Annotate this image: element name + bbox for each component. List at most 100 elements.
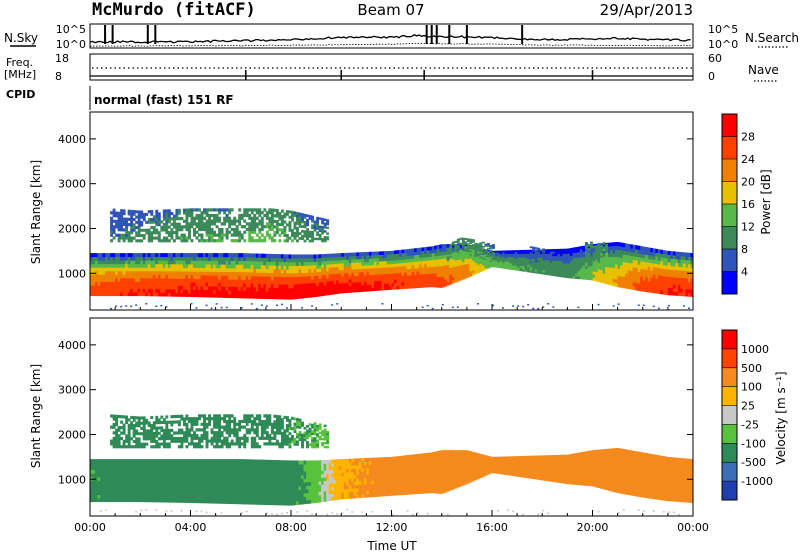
velocity-cell <box>211 459 214 463</box>
power-cell <box>683 285 686 289</box>
velocity-cell <box>246 489 249 493</box>
power-colorbar-label: 20 <box>741 176 755 189</box>
velocity-cell <box>233 481 236 485</box>
power-cell <box>148 274 151 278</box>
velocity-cell <box>170 466 173 470</box>
power-cell <box>605 263 608 267</box>
power-cell <box>273 280 276 284</box>
velocity-cell <box>291 479 294 483</box>
power-cell <box>130 213 133 216</box>
power-cell <box>221 257 224 261</box>
power-cell <box>213 253 216 257</box>
power-cell <box>271 273 274 277</box>
velocity-cell <box>268 479 271 483</box>
power-cell <box>326 268 329 272</box>
power-cell <box>422 284 425 288</box>
power-cell <box>223 275 226 279</box>
power-cell <box>633 256 636 260</box>
velocity-cell <box>278 479 281 483</box>
power-cell <box>439 244 442 248</box>
power-cell <box>113 225 116 228</box>
power-cell <box>228 279 231 283</box>
power-cell <box>291 288 294 292</box>
power-cell <box>145 257 148 261</box>
velocity-cell <box>196 495 199 499</box>
power-cell <box>163 275 166 279</box>
velocity-cell <box>211 466 214 470</box>
velocity-cell <box>198 481 201 485</box>
power-cell <box>464 246 467 248</box>
velocity-cell <box>118 459 121 463</box>
power-cell <box>469 245 472 247</box>
power-cell <box>138 264 141 268</box>
power-cell <box>173 231 176 234</box>
velocity-cell <box>203 481 206 485</box>
velocity-cell <box>185 477 188 481</box>
power-cell <box>193 253 196 257</box>
power-cell <box>218 220 221 223</box>
power-cell <box>261 287 264 291</box>
power-cell <box>188 260 191 264</box>
power-cell <box>123 239 126 242</box>
velocity-cell <box>241 485 244 489</box>
power-cell <box>613 268 616 272</box>
power-cell <box>620 258 623 262</box>
velocity-cell <box>98 487 101 491</box>
power-cell <box>665 280 668 284</box>
power-cell <box>110 222 113 225</box>
power-cell <box>532 247 535 249</box>
power-cell <box>321 265 324 269</box>
power-cell <box>359 252 362 256</box>
power-cell <box>685 292 688 296</box>
power-cell <box>276 212 279 215</box>
power-cell <box>683 274 686 278</box>
power-cell <box>663 250 666 254</box>
velocity-cell <box>95 491 98 495</box>
velocity-cell <box>228 496 231 500</box>
power-speck <box>125 305 127 307</box>
power-cell <box>163 282 166 286</box>
power-cell <box>570 273 573 276</box>
power-cell <box>163 223 166 226</box>
power-cell <box>369 288 372 292</box>
power-cell <box>306 294 309 298</box>
velocity-cell <box>246 474 249 478</box>
velocity-cell <box>253 501 256 505</box>
power-cell <box>256 291 259 295</box>
power-cell <box>183 209 186 212</box>
power-cell <box>268 284 271 288</box>
power-cell <box>291 277 294 281</box>
velocity-cell <box>193 463 196 467</box>
velocity-cell <box>95 463 98 467</box>
velocity-cell <box>170 477 173 481</box>
velocity-cell <box>108 470 111 474</box>
velocity-cell <box>170 491 173 495</box>
power-cell <box>216 268 219 272</box>
power-cell <box>253 214 256 217</box>
power-cell <box>236 264 239 268</box>
power-cell <box>464 267 467 270</box>
power-cell <box>241 272 244 276</box>
velocity-cell <box>100 495 103 499</box>
power-cell <box>329 278 332 282</box>
power-cell <box>153 282 156 286</box>
velocity-cell <box>103 473 106 477</box>
power-cell <box>185 225 188 228</box>
power-cell <box>432 250 435 254</box>
power-cell <box>640 276 643 280</box>
power-cell <box>572 248 575 251</box>
power-cell <box>645 269 648 273</box>
power-cell <box>623 269 626 273</box>
velocity-cell <box>118 480 121 484</box>
power-cell <box>570 266 573 269</box>
power-cell <box>301 291 304 295</box>
power-cell <box>193 286 196 290</box>
power-cell <box>392 270 395 274</box>
power-cell <box>281 295 284 299</box>
power-cell <box>105 260 108 264</box>
power-cell <box>216 257 219 261</box>
power-cell <box>261 272 264 276</box>
velocity-cell <box>261 475 264 479</box>
power-cell <box>334 260 337 264</box>
velocity-cell <box>191 481 194 485</box>
